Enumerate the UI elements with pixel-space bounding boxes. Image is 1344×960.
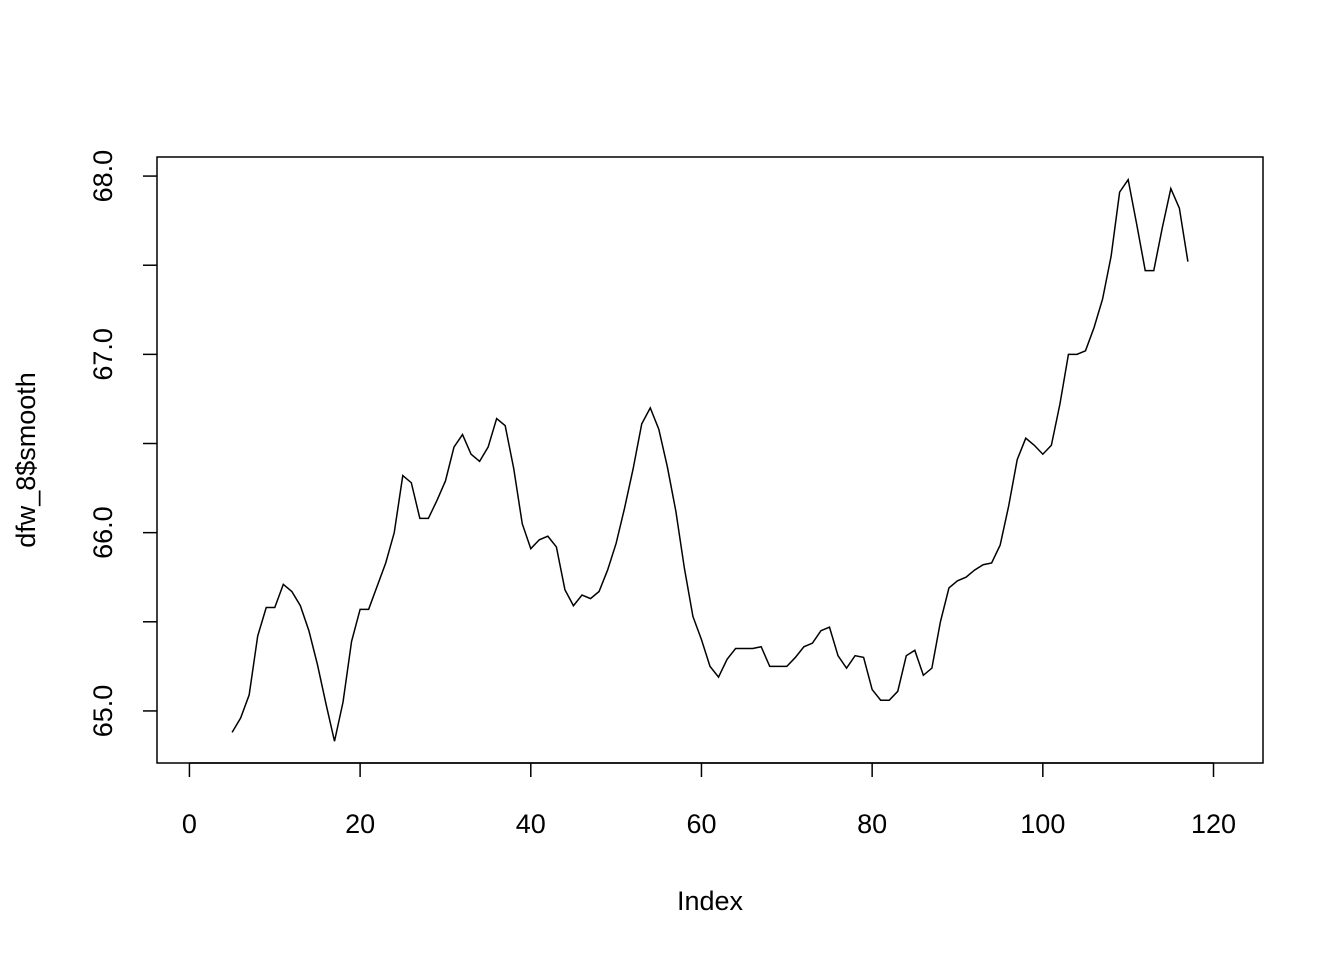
x-tick-label: 120	[1191, 809, 1236, 839]
y-tick-label: 65.0	[88, 685, 118, 738]
y-tick-label: 66.0	[88, 506, 118, 559]
y-tick-label: 67.0	[88, 328, 118, 381]
plot-box	[156, 156, 1264, 764]
y-tick-label: 68.0	[88, 150, 118, 203]
x-tick-label: 80	[857, 809, 887, 839]
x-axis-title: Index	[677, 886, 744, 916]
data-line	[231, 177, 1189, 742]
x-tick-label: 60	[686, 809, 716, 839]
x-tick-label: 40	[516, 809, 546, 839]
y-axis-title: dfw_8$smooth	[11, 372, 41, 548]
x-tick-label: 100	[1020, 809, 1065, 839]
x-tick-label: 0	[182, 809, 197, 839]
x-tick-label: 20	[345, 809, 375, 839]
